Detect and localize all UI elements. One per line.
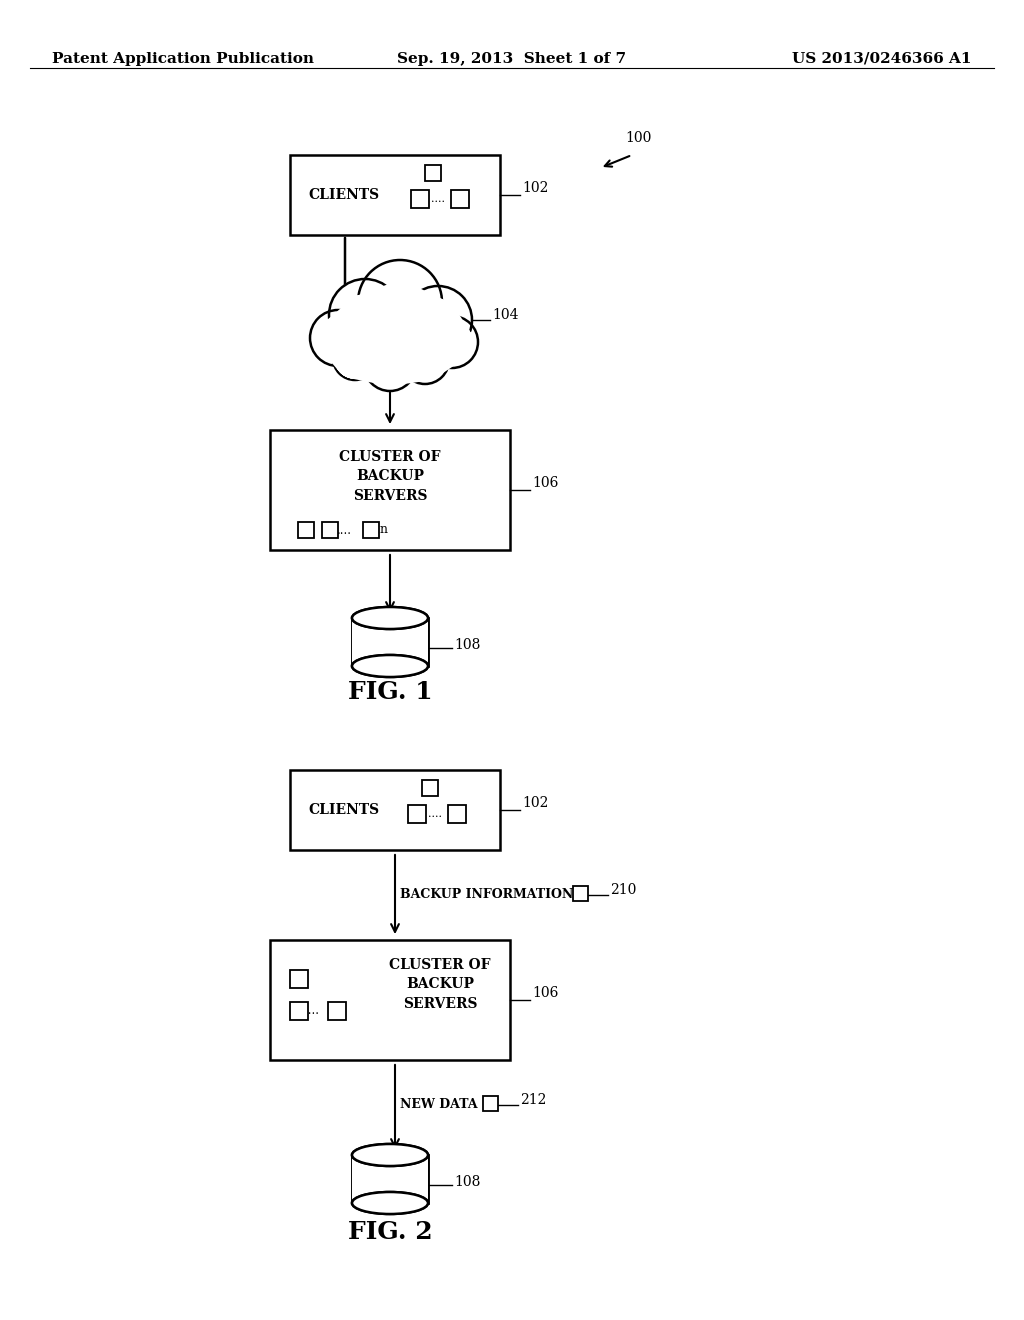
Text: Patent Application Publication: Patent Application Publication (52, 51, 314, 66)
Text: 104: 104 (492, 308, 518, 322)
Text: 106: 106 (532, 477, 558, 490)
Bar (573, 886, 588, 902)
Bar (352, 1155, 428, 1203)
Bar (270, 940, 510, 1060)
Text: 210: 210 (610, 883, 636, 898)
Text: ....: .... (337, 524, 351, 536)
Bar (449, 805, 466, 822)
Bar (328, 1002, 346, 1020)
Text: CLUSTER OF
BACKUP
SERVERS: CLUSTER OF BACKUP SERVERS (339, 450, 440, 503)
Text: CLIENTS: CLIENTS (308, 187, 379, 202)
Text: CLUSTER OF
BACKUP
SERVERS: CLUSTER OF BACKUP SERVERS (389, 958, 490, 1011)
Ellipse shape (352, 655, 428, 677)
Bar (362, 521, 379, 539)
Bar (422, 780, 438, 796)
Text: 108: 108 (454, 1175, 480, 1189)
Circle shape (358, 260, 442, 345)
Text: CLIENTS: CLIENTS (308, 803, 379, 817)
Bar (290, 770, 500, 850)
Bar (451, 190, 469, 209)
Ellipse shape (352, 1192, 428, 1214)
Ellipse shape (352, 1144, 428, 1166)
Circle shape (329, 279, 401, 351)
Bar (352, 618, 428, 667)
Ellipse shape (352, 607, 428, 630)
Bar (408, 805, 426, 822)
Text: 212: 212 (520, 1093, 547, 1107)
Text: 100: 100 (625, 131, 651, 145)
Bar (270, 430, 510, 550)
Text: BACKUP INFORMATION: BACKUP INFORMATION (400, 888, 573, 902)
Bar (425, 165, 441, 181)
Text: 108: 108 (454, 638, 480, 652)
Circle shape (426, 315, 478, 368)
Bar (411, 190, 429, 209)
Text: 102: 102 (522, 796, 549, 810)
Circle shape (401, 337, 449, 384)
Ellipse shape (352, 607, 428, 630)
Ellipse shape (352, 1144, 428, 1166)
Text: ....: .... (428, 809, 442, 818)
Text: US 2013/0246366 A1: US 2013/0246366 A1 (793, 51, 972, 66)
Text: n: n (380, 523, 388, 536)
Text: ....: .... (431, 194, 445, 205)
Circle shape (310, 310, 366, 366)
Text: FIG. 1: FIG. 1 (348, 680, 432, 704)
Circle shape (364, 339, 416, 391)
Bar (290, 154, 500, 235)
Text: ....: .... (304, 1005, 319, 1018)
Text: Sep. 19, 2013  Sheet 1 of 7: Sep. 19, 2013 Sheet 1 of 7 (397, 51, 627, 66)
Bar (298, 521, 314, 539)
Ellipse shape (352, 655, 428, 677)
Ellipse shape (352, 1192, 428, 1214)
Bar (322, 521, 338, 539)
Text: FIG. 2: FIG. 2 (348, 1220, 432, 1243)
Bar (290, 1002, 308, 1020)
Bar (483, 1096, 498, 1111)
Circle shape (404, 286, 472, 354)
Text: 106: 106 (532, 986, 558, 1001)
Text: NEW DATA: NEW DATA (400, 1098, 477, 1111)
Circle shape (333, 337, 377, 380)
Text: 102: 102 (522, 181, 549, 195)
Bar (290, 970, 308, 987)
